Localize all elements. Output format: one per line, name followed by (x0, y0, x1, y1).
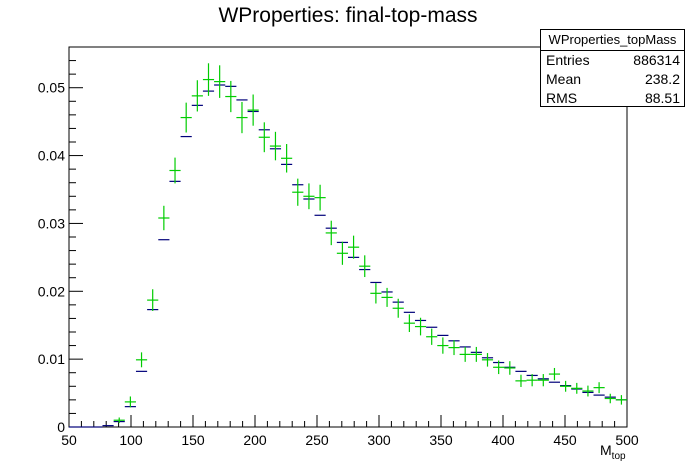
chart-title: WProperties: final-top-mass (218, 4, 478, 27)
stats-entries-label: Entries (546, 52, 590, 68)
stats-mean-value: 238.2 (644, 71, 680, 87)
stats-entries-value: 886314 (633, 52, 680, 68)
stats-mean-label: Mean (546, 71, 582, 87)
y-tick-label: 0.02 (38, 283, 65, 299)
stats-row-entries: Entries 886314 (541, 51, 684, 70)
x-axis-label: Mtop (600, 442, 626, 462)
x-tick-label: 500 (615, 432, 639, 448)
y-tick-label: 0 (57, 419, 65, 435)
y-tick-label: 0.05 (38, 80, 65, 96)
x-tick-label: 50 (61, 432, 77, 448)
stats-row-mean: Mean 238.2 (541, 70, 684, 89)
stats-box: WProperties_topMass Entries 886314 Mean … (540, 29, 685, 107)
x-tick-label: 350 (429, 432, 453, 448)
x-axis-label-sub: top (611, 450, 626, 462)
x-tick-label: 250 (305, 432, 329, 448)
x-tick-label: 300 (367, 432, 391, 448)
x-tick-label: 100 (119, 432, 143, 448)
x-tick-label: 200 (243, 432, 267, 448)
x-tick-label: 150 (181, 432, 205, 448)
y-tick-label: 0.03 (38, 215, 65, 231)
stats-rms-value: 88.51 (644, 90, 680, 106)
y-tick-label: 0.04 (38, 148, 65, 164)
stats-row-rms: RMS 88.51 (541, 89, 684, 108)
x-tick-label: 450 (553, 432, 577, 448)
stats-box-name: WProperties_topMass (541, 30, 684, 51)
y-tick-label: 0.01 (38, 351, 65, 367)
x-axis-label-main: M (600, 442, 612, 458)
x-tick-label: 400 (491, 432, 515, 448)
stats-rms-label: RMS (546, 90, 578, 106)
